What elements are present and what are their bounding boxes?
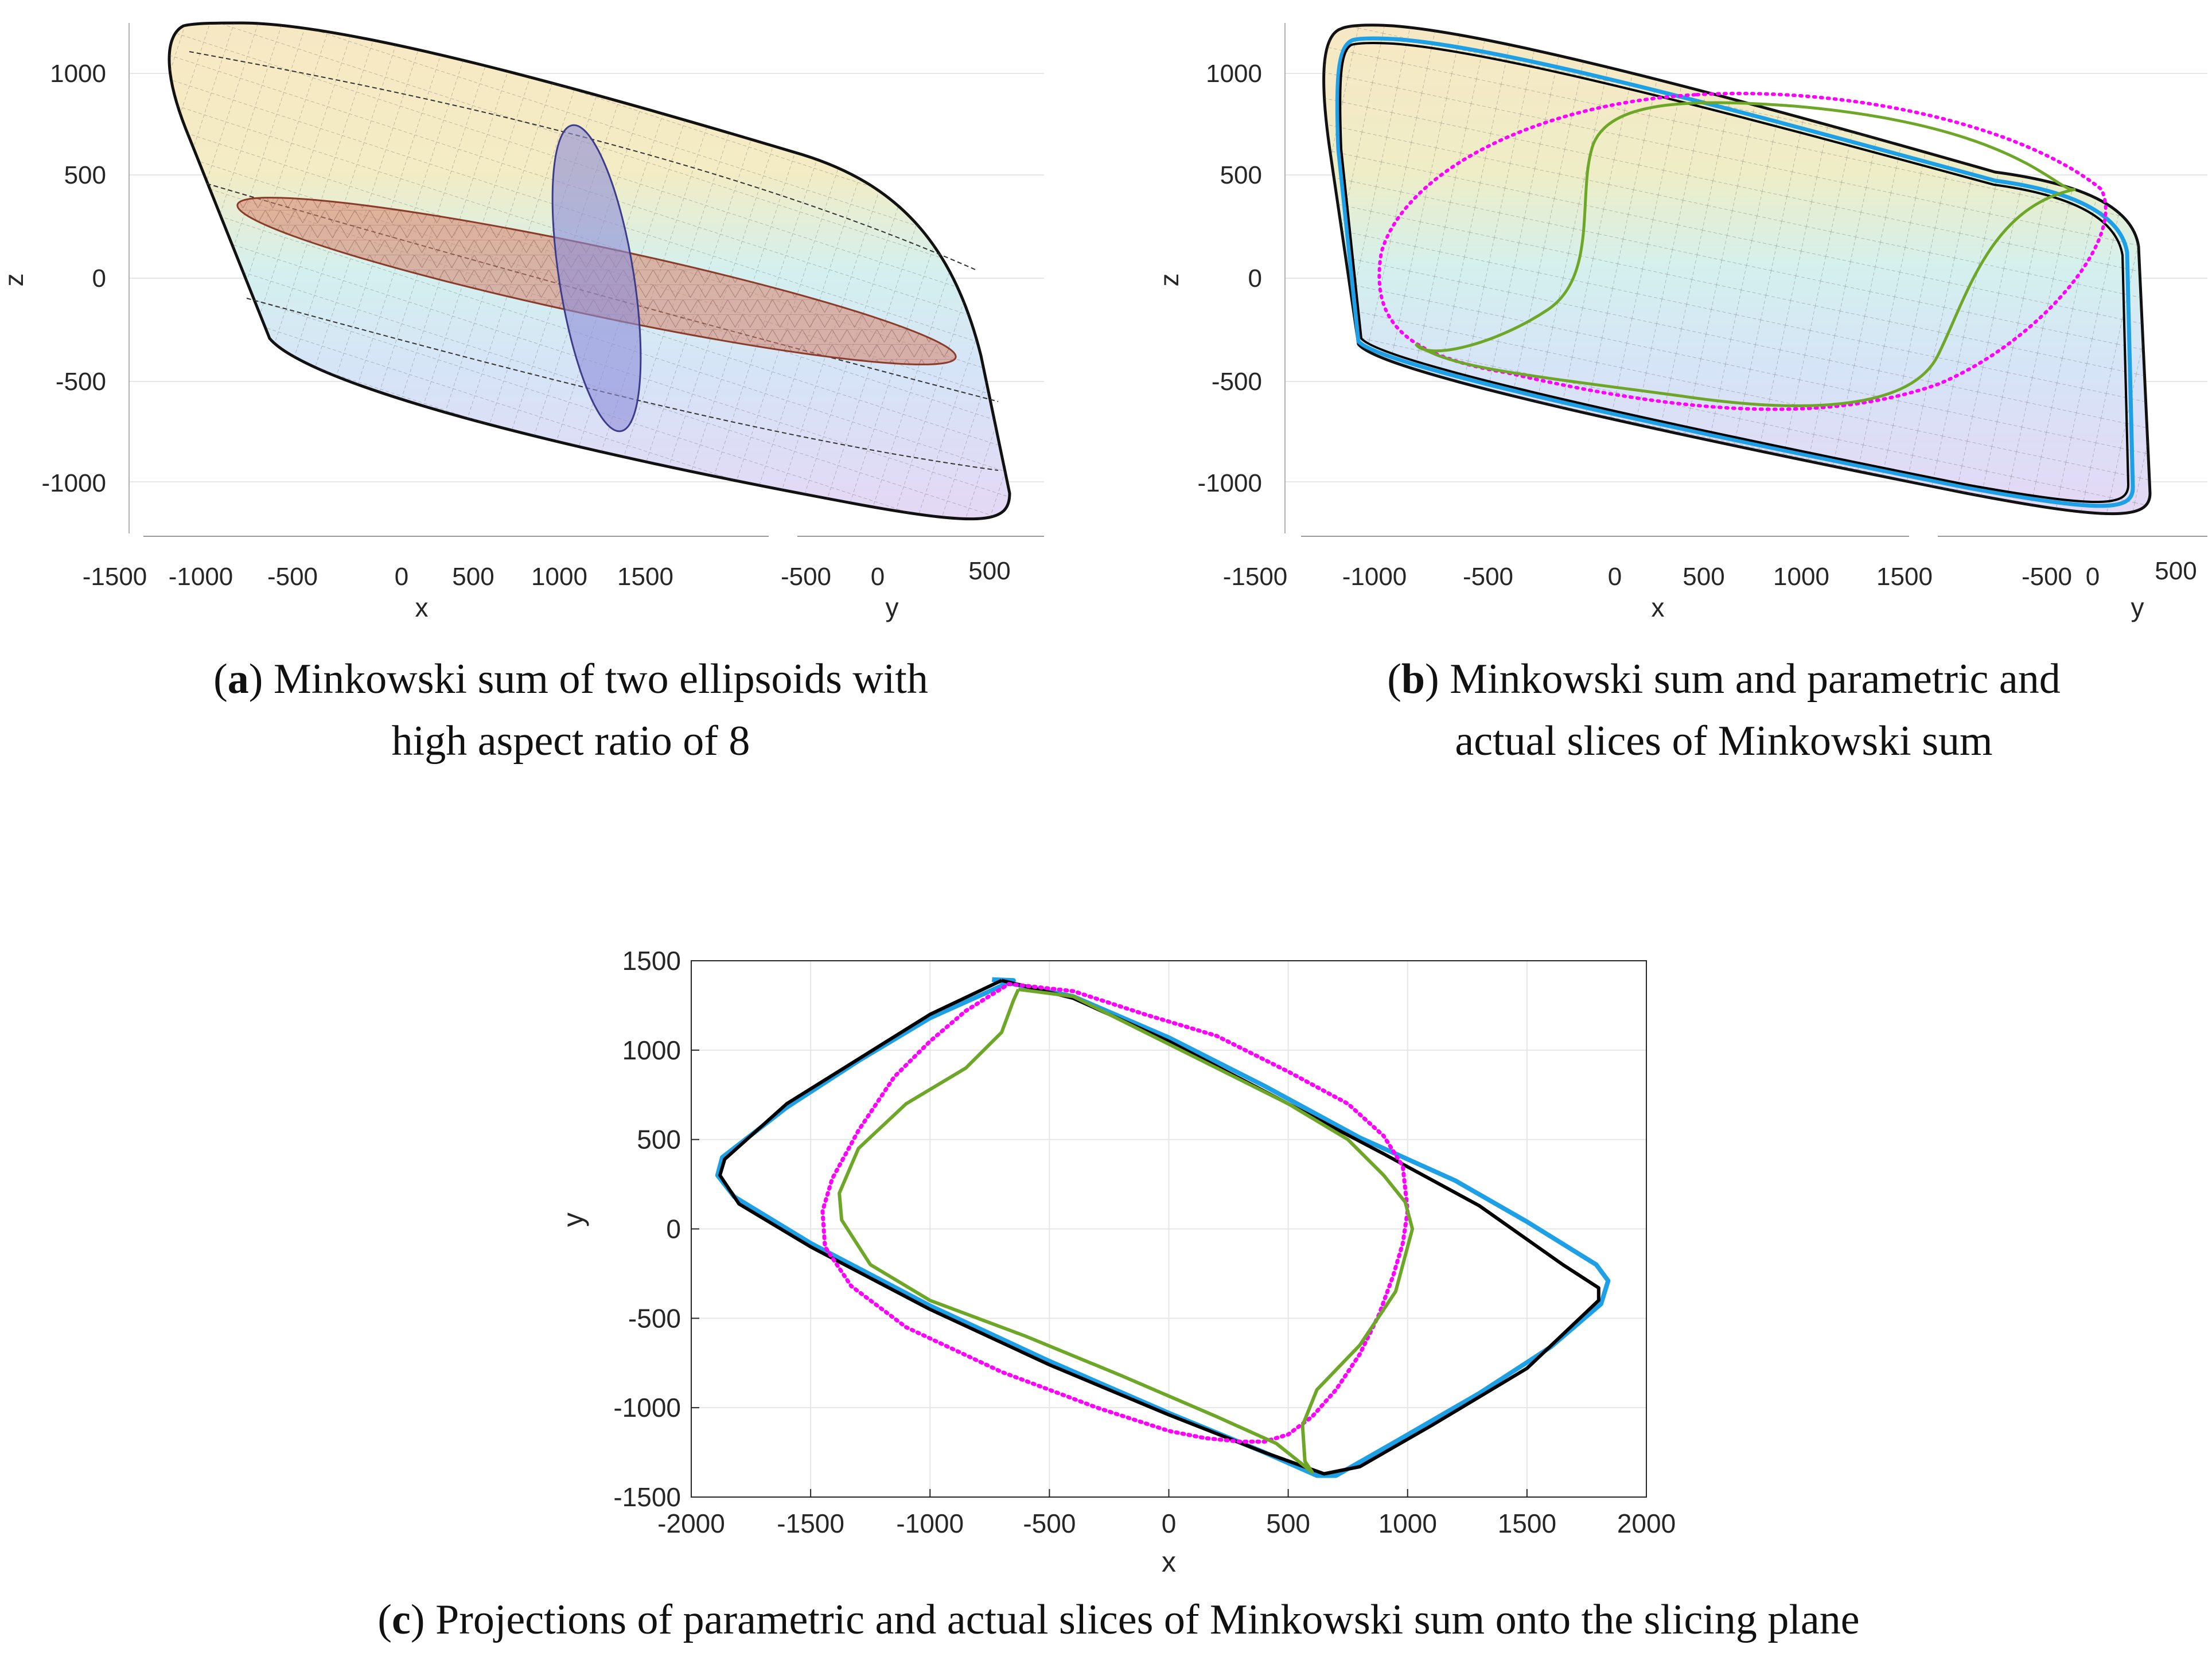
x-tick-label: 1000 [1773, 563, 1829, 591]
x-tick-label: -500 [267, 563, 318, 591]
series-c [715, 977, 1611, 1478]
chart-c: -2000 -1500 -1000 -500 0 500 1000 1500 2000 1500… [557, 946, 1676, 1577]
z-axis-label-b: z [1154, 274, 1184, 287]
parametric-slice-inner-b [1377, 92, 2108, 411]
caption-text: Minkowski sum and parametric and [1450, 656, 2061, 703]
x-tick-label: 0 [395, 563, 408, 591]
x-tick-label: 500 [452, 563, 494, 591]
y-tick-label: -500 [781, 563, 831, 591]
x-tick-label: -1500 [1223, 563, 1288, 591]
y-tick-label: -1500 [613, 1482, 681, 1512]
x-axis-label-a: x [415, 593, 429, 622]
x-tick-label: 1500 [1876, 563, 1933, 591]
x-tick-label: 1500 [617, 563, 673, 591]
y-axis-label-c: y [557, 1213, 589, 1227]
y-tick-label: 500 [2155, 557, 2197, 585]
x-tick-label: 500 [1683, 563, 1724, 591]
x-tick-label: -500 [1463, 563, 1513, 591]
z-tick-label: 1000 [1206, 60, 1262, 88]
caption-a: (a) Minkowski sum of two ellipsoids with… [213, 656, 928, 765]
actual-slice-inner-line [838, 987, 1415, 1474]
x-tick-label: 500 [1266, 1509, 1310, 1538]
z-axis-label-a: z [0, 274, 29, 287]
x-tick-label: 1000 [1378, 1509, 1437, 1538]
x-tick-label: 0 [1162, 1509, 1177, 1538]
y-ticks-a: -500 0 500 [781, 557, 1011, 591]
x-tick-label: -1000 [169, 563, 233, 591]
x-tick-label: -2000 [657, 1509, 725, 1538]
y-tick-label: -1000 [613, 1393, 681, 1422]
x-tick-label: -500 [1023, 1509, 1076, 1538]
z-tick-label: 0 [92, 264, 106, 293]
x-tick-label: -1000 [1342, 563, 1407, 591]
z-tick-label: 500 [64, 161, 106, 189]
x-tick-label: -1500 [83, 563, 147, 591]
chart-a: 1000 500 0 -500 -1000 z -1500 -1000 -500… [0, 21, 1044, 622]
ellipsoid-blue-a [551, 124, 642, 432]
y-tick-label: 0 [2086, 563, 2100, 591]
actual-slice-outer-b [1339, 41, 2130, 503]
y-axis-label-a: y [886, 593, 899, 622]
x-ticks-b: -1500 -1000 -500 0 500 1000 1500 [1223, 563, 1933, 591]
caption-text: Projections of parametric and actual sli… [435, 1596, 1860, 1643]
y-tick-label: 0 [666, 1214, 681, 1244]
z-tick-label: -1000 [41, 469, 106, 497]
z-ticks-a: 1000 500 0 -500 -1000 [41, 60, 106, 497]
y-tick-label: 1500 [622, 946, 681, 976]
actual-slice-line [718, 979, 1600, 1476]
parametric-slice-outer-b [1335, 36, 2135, 508]
actual-slice-inner-b [1414, 101, 2076, 407]
x-tick-label: 0 [1608, 563, 1622, 591]
y-tick-label: 500 [968, 557, 1010, 585]
x-axis-label-c: x [1162, 1546, 1176, 1577]
y-tick-label: 1000 [622, 1035, 681, 1065]
y-axis-label-b: y [2131, 593, 2144, 622]
caption-c: (c) Projections of parametric and actual… [377, 1596, 1860, 1643]
caption-b: (b) Minkowski sum and parametric and act… [1387, 656, 2061, 765]
z-tick-label: 1000 [50, 60, 106, 88]
z-tick-label: 0 [1248, 264, 1262, 293]
caption-tag: b [1401, 656, 1426, 703]
z-tick-label: 500 [1220, 161, 1262, 189]
caption-text: Minkowski sum of two ellipsoids with [273, 656, 928, 703]
y-tick-label: -500 [2022, 563, 2072, 591]
z-tick-label: -1000 [1197, 469, 1262, 497]
y-ticks-b: -500 0 500 [2022, 557, 2197, 591]
y-ticks-c: 1500 1000 500 0 -500 -1000 -1500 [613, 946, 699, 1512]
z-tick-label: -500 [56, 368, 106, 396]
chart-b: 1000 500 0 -500 -1000 z -1500 -1000 -500… [1154, 23, 2207, 622]
z-ticks-b: 1000 500 0 -500 -1000 [1197, 60, 1262, 497]
x-tick-label: 2000 [1617, 1509, 1676, 1538]
x-axis-label-b: x [1652, 593, 1665, 622]
caption-text: actual slices of Minkowski sum [1455, 718, 1993, 765]
x-tick-label: -1000 [896, 1509, 964, 1538]
x-ticks-c: -2000 -1500 -1000 -500 0 500 1000 1500 2000 [657, 1489, 1676, 1538]
x-tick-label: 1500 [1498, 1509, 1556, 1538]
x-tick-label: 1000 [531, 563, 587, 591]
y-tick-label: 0 [871, 563, 885, 591]
z-tick-label: -500 [1212, 368, 1262, 396]
caption-text: high aspect ratio of 8 [391, 718, 750, 765]
x-ticks-a: -1500 -1000 -500 0 500 1000 1500 [83, 563, 673, 591]
y-tick-label: 500 [637, 1125, 681, 1155]
x-tick-label: -1500 [777, 1509, 844, 1538]
parametric-slice-inner-points [820, 982, 1410, 1444]
caption-tag: c [392, 1596, 411, 1643]
y-tick-label: -500 [628, 1303, 681, 1333]
caption-tag: a [227, 656, 249, 703]
